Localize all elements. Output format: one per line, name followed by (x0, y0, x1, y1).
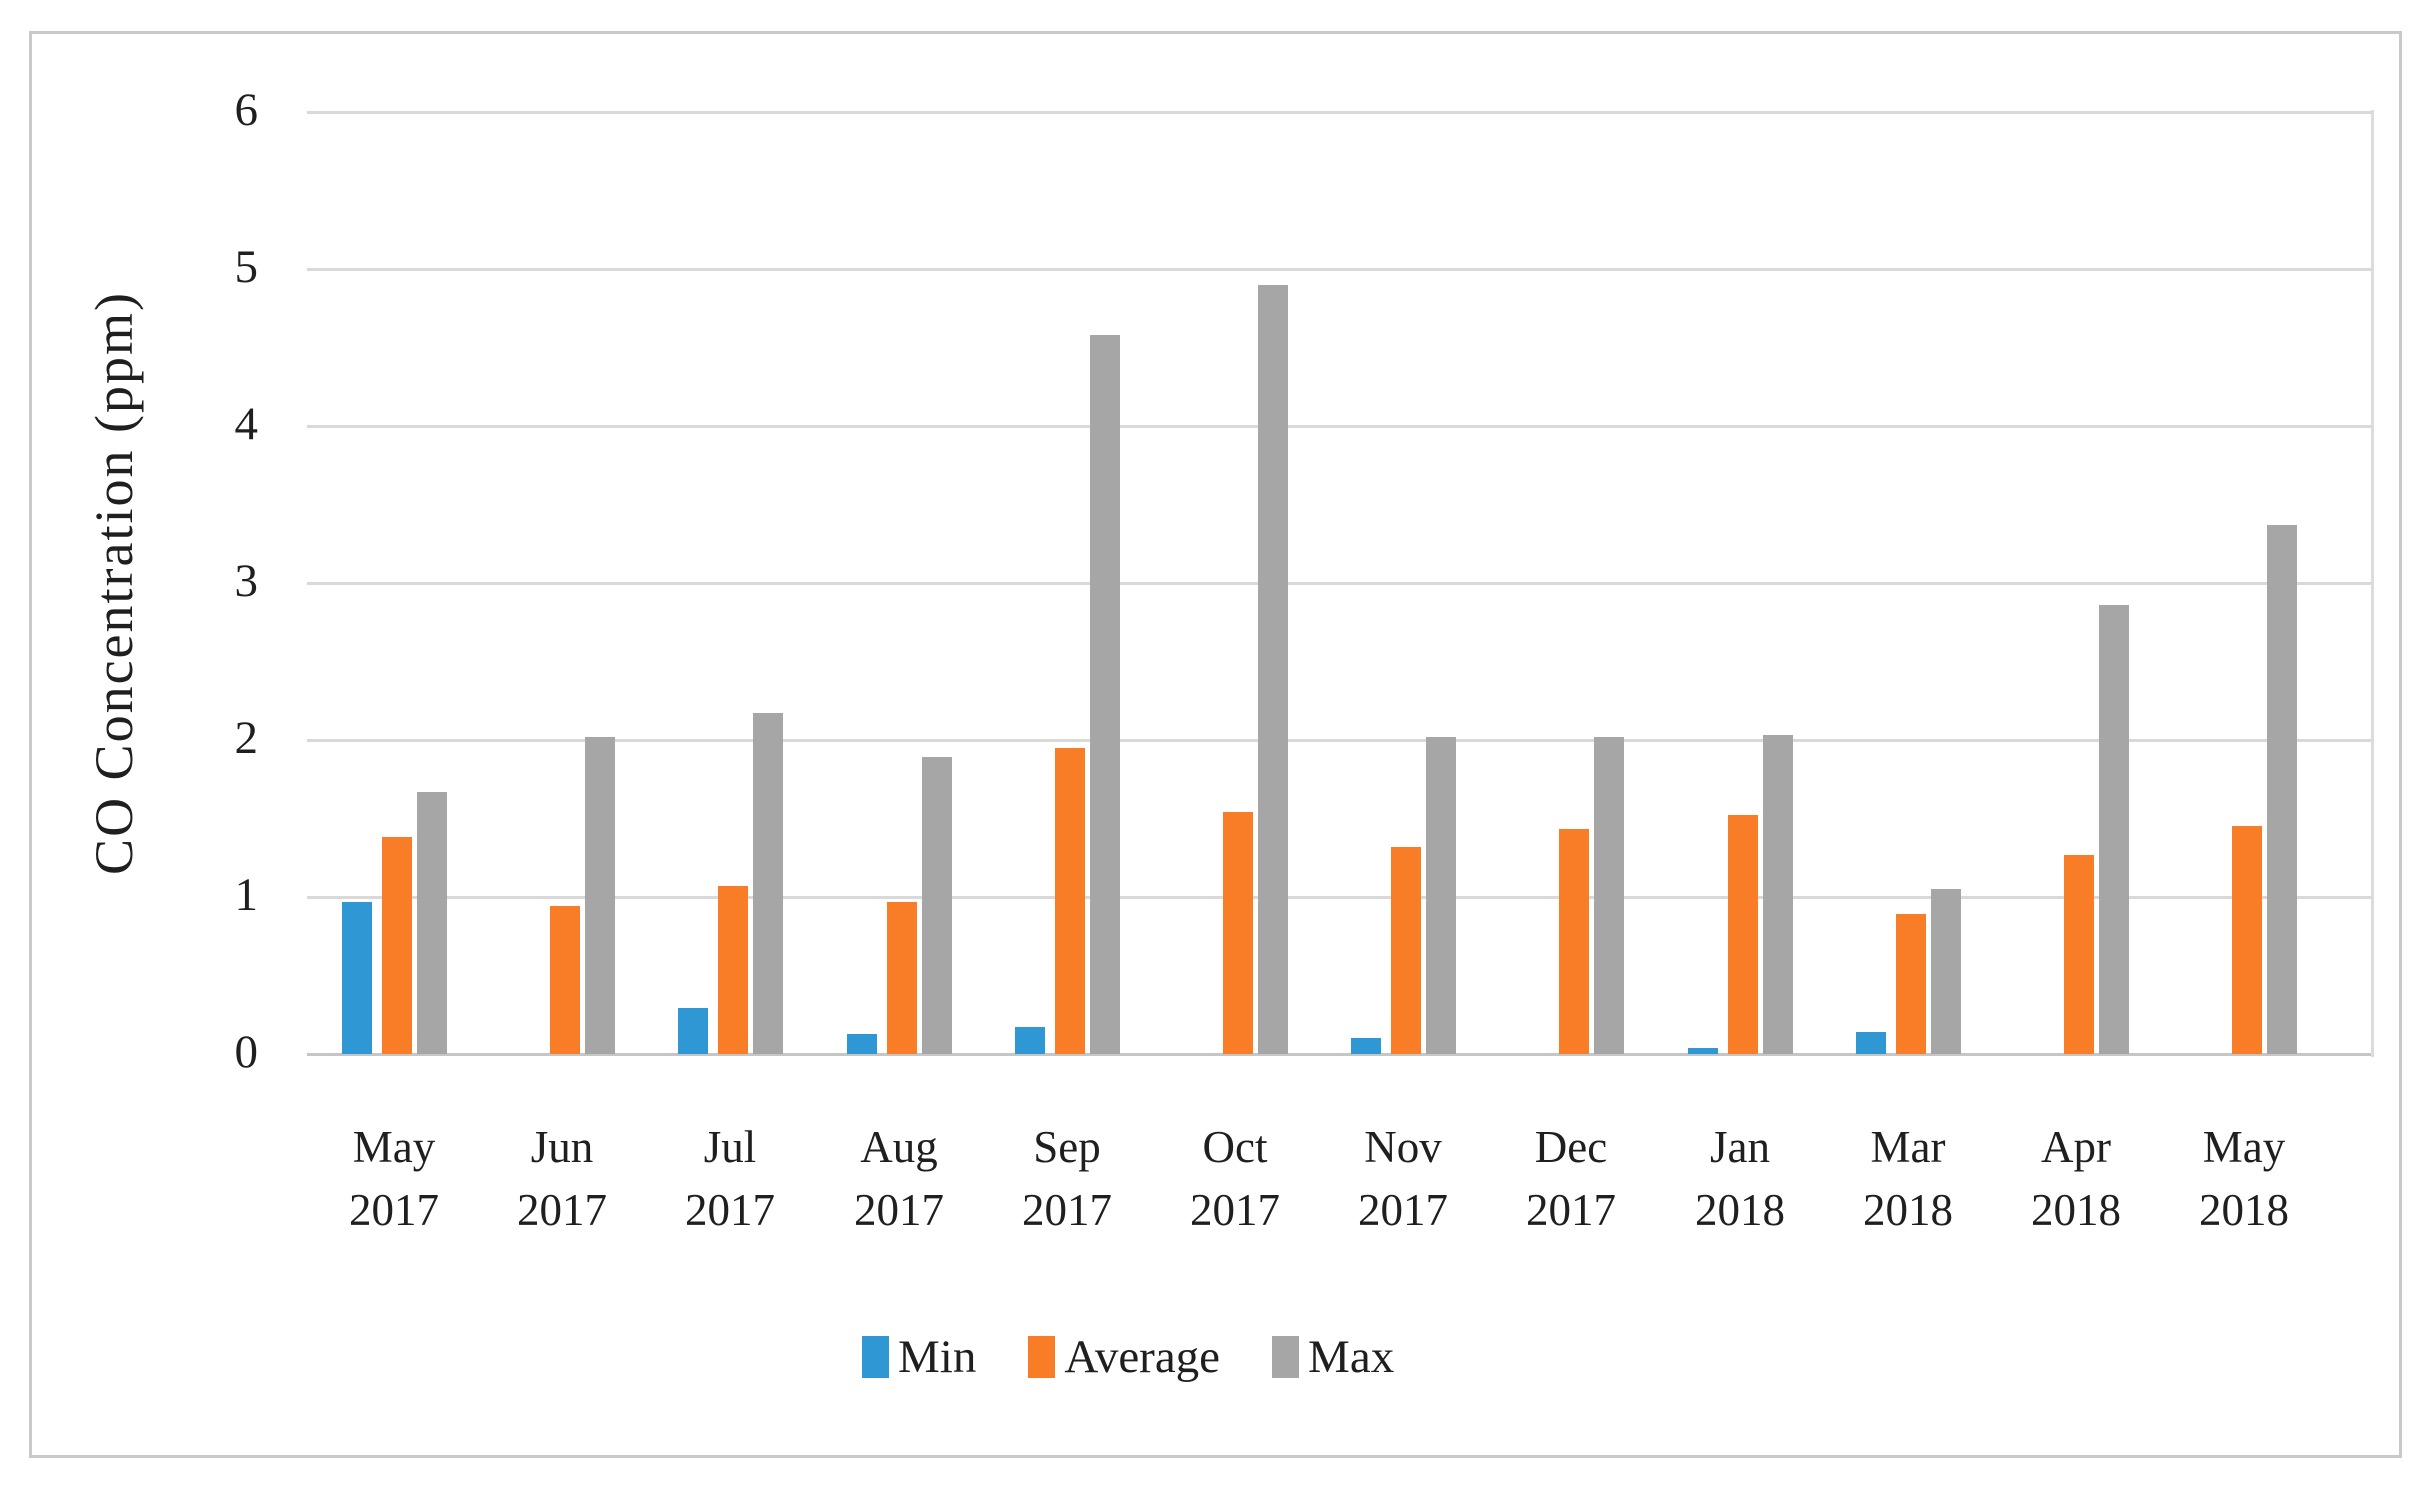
bar-min-nov-2017 (1351, 1038, 1381, 1054)
y-tick-label-6: 6 (234, 83, 259, 136)
bar-max-dec-2017 (1594, 737, 1624, 1054)
x-label-jan-2018: Jan 2018 (1695, 1122, 1785, 1235)
x-label-jul-2017: Jul 2017 (685, 1122, 775, 1235)
bar-max-nov-2017 (1426, 737, 1456, 1054)
bar-max-may-2018 (2267, 525, 2297, 1054)
bar-average-aug-2017 (887, 902, 917, 1054)
bar-max-aug-2017 (922, 757, 952, 1054)
bar-min-jan-2018 (1688, 1048, 1718, 1054)
legend: Min Average Max (862, 1330, 1394, 1384)
bar-average-mar-2018 (1896, 914, 1926, 1054)
bar-average-dec-2017 (1559, 829, 1589, 1054)
x-label-apr-2018: Apr 2018 (2031, 1122, 2121, 1235)
y-tick-label-2: 2 (234, 711, 259, 764)
legend-marker-min (862, 1336, 889, 1378)
bar-min-aug-2017 (847, 1034, 877, 1054)
gridline-y-5 (307, 268, 2373, 271)
y-tick-label-5: 5 (234, 240, 259, 293)
x-label-oct-2017: Oct 2017 (1190, 1122, 1280, 1235)
legend-label-max: Max (1308, 1331, 1395, 1383)
gridline-y-1 (307, 896, 2373, 899)
x-label-jun-2017: Jun 2017 (517, 1122, 607, 1235)
gridline-y-3 (307, 582, 2373, 585)
bar-min-sep-2017 (1015, 1027, 1045, 1054)
bar-min-mar-2018 (1856, 1032, 1886, 1054)
bar-max-mar-2018 (1931, 889, 1961, 1054)
y-axis-title: CO Concentration (ppm) (84, 291, 144, 875)
bar-average-may-2017 (382, 837, 412, 1054)
y-tick-label-4: 4 (234, 397, 259, 450)
legend-marker-average (1028, 1336, 1056, 1378)
bar-max-jan-2018 (1763, 735, 1793, 1054)
legend-item-min: Min (862, 1330, 976, 1384)
x-label-may-2017: May 2017 (349, 1122, 439, 1235)
gridline-y-0 (307, 1053, 2373, 1056)
legend-label-average: Average (1064, 1331, 1221, 1383)
y-tick-label-3: 3 (234, 554, 259, 607)
bar-min-may-2017 (342, 902, 372, 1054)
x-label-nov-2017: Nov 2017 (1358, 1122, 1448, 1235)
bar-max-sep-2017 (1090, 335, 1120, 1054)
bar-average-nov-2017 (1391, 847, 1421, 1054)
x-label-sep-2017: Sep 2017 (1022, 1122, 1112, 1235)
bar-average-jun-2017 (550, 906, 580, 1054)
x-label-may-2018: May 2018 (2199, 1122, 2289, 1235)
bar-max-may-2017 (417, 792, 447, 1054)
legend-item-average: Average (1028, 1330, 1220, 1384)
plot-area-right-border (2371, 110, 2374, 1057)
gridline-y-4 (307, 425, 2373, 428)
bar-max-jul-2017 (753, 713, 783, 1054)
bar-average-sep-2017 (1055, 748, 1085, 1054)
bar-average-oct-2017 (1223, 812, 1253, 1054)
x-label-dec-2017: Dec 2017 (1526, 1122, 1616, 1235)
gridline-y-2 (307, 739, 2373, 742)
legend-label-min: Min (898, 1331, 977, 1383)
chart-border-frame (29, 31, 2402, 1458)
y-tick-label-0: 0 (234, 1025, 259, 1078)
bar-max-jun-2017 (585, 737, 615, 1054)
bar-average-jul-2017 (718, 886, 748, 1054)
legend-item-max: Max (1272, 1330, 1394, 1384)
bar-average-apr-2018 (2064, 855, 2094, 1054)
x-label-mar-2018: Mar 2018 (1863, 1122, 1953, 1235)
bar-max-oct-2017 (1258, 285, 1288, 1054)
bar-average-jan-2018 (1728, 815, 1758, 1054)
bar-average-may-2018 (2232, 826, 2262, 1054)
y-tick-label-1: 1 (234, 868, 259, 921)
legend-marker-max (1272, 1336, 1300, 1378)
bar-max-apr-2018 (2099, 605, 2129, 1054)
x-label-aug-2017: Aug 2017 (854, 1122, 944, 1235)
bar-min-jul-2017 (678, 1008, 708, 1054)
gridline-y-6 (307, 111, 2373, 114)
